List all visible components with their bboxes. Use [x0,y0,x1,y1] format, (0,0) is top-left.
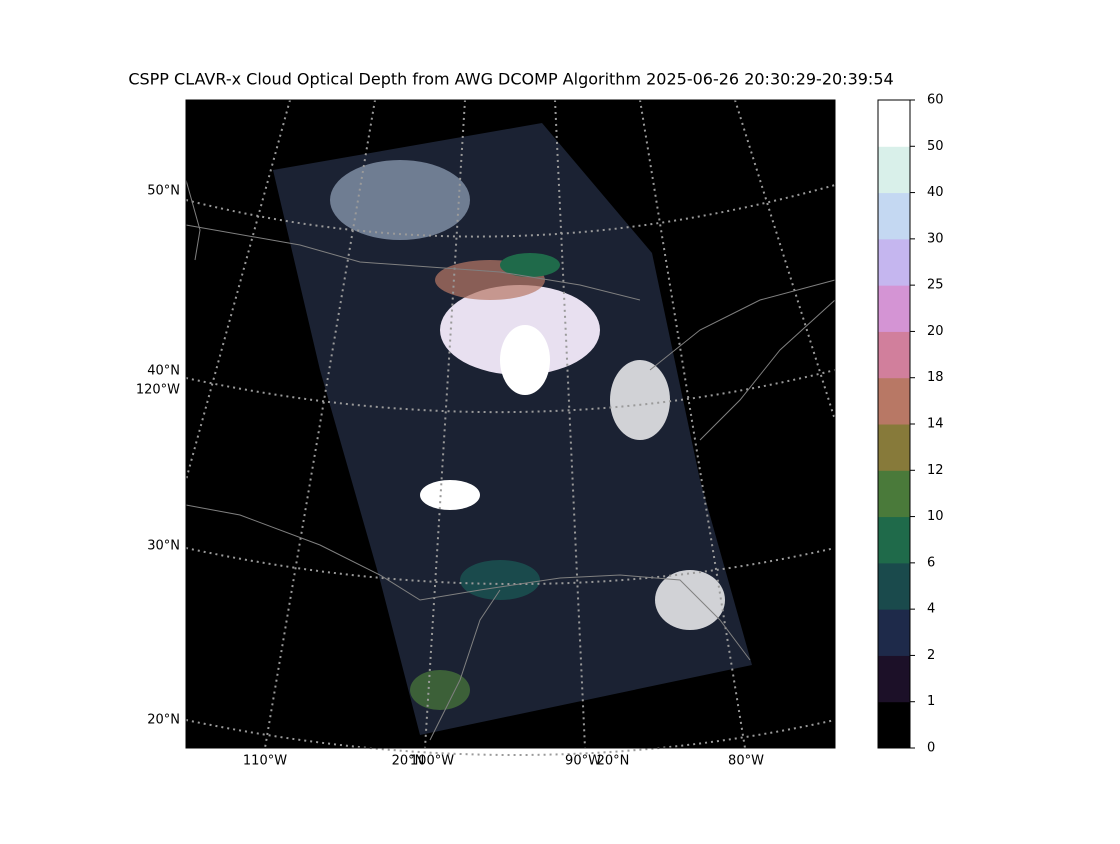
lat-label: 30°N [147,539,180,554]
map-panel [185,99,836,756]
colorbar-tick-label: 40 [927,185,944,200]
coastlines [185,179,836,741]
colorbar-tick-label: 20 [927,324,944,339]
lon-label: 110°W [243,754,287,769]
colorbar-tick-label: 10 [927,509,944,524]
colorbar-bin [878,100,910,147]
lon-label: 120°W [136,383,180,398]
colorbar-tick-label: 25 [927,278,944,293]
colorbar-bin [878,516,910,564]
colorbar-tick-label: 60 [927,93,944,108]
colorbar-tick-label: 0 [927,741,935,756]
lat-label: 20°N [147,713,180,728]
satellite-swath [273,123,752,735]
colorbar-bin [878,701,910,749]
lon-label: 20°N [597,754,630,769]
colorbar-tick-label: 2 [927,648,935,663]
colorbar-bin [878,238,910,286]
colorbar-bin [878,609,910,656]
colorbar-tick-label: 1 [927,694,935,709]
map-frame [185,99,836,749]
colorbar-bin [878,470,910,518]
colorbar-bin [878,655,910,703]
colorbar-bin [878,377,910,425]
colorbar-tick-label: 12 [927,463,944,478]
colorbar-tick-label: 14 [927,417,944,432]
colorbar-bin [878,192,910,240]
colorbar-tick-label: 30 [927,231,944,246]
lon-label: 20°N [392,754,425,769]
title: CSPP CLAVR-x Cloud Optical Depth from AW… [128,70,893,89]
colorbar-tick-label: 6 [927,555,935,570]
lat-label: 40°N [147,364,180,379]
lon-label: 90°W [565,754,601,769]
colorbar-bin [878,424,910,471]
cloud-field [330,160,725,710]
lon-label: 100°W [410,754,454,769]
lon-label: 80°W [728,754,764,769]
colorbar-bin [878,146,910,194]
colorbar-tick-label: 18 [927,370,944,385]
colorbar-bin [878,562,910,610]
lat-label: 50°N [147,184,180,199]
colorbar-bin [878,285,910,332]
graticule [185,99,836,756]
colorbar-tick-label: 4 [927,602,935,617]
colorbar-bin [878,331,910,379]
colorbar-tick-label: 50 [927,139,944,154]
